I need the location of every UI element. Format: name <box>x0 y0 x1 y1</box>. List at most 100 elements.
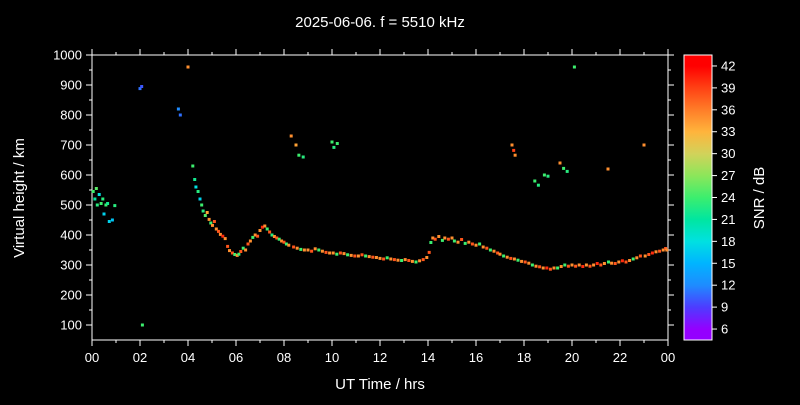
data-point <box>233 253 237 256</box>
data-point <box>367 255 371 259</box>
data-point <box>496 251 500 255</box>
data-point <box>460 238 464 241</box>
data-point <box>541 266 545 270</box>
x-tick-label: 00 <box>85 350 99 365</box>
x-tick-label: 14 <box>421 350 435 365</box>
data-point <box>658 249 662 253</box>
data-point <box>425 256 429 259</box>
data-point <box>228 249 232 253</box>
data-point <box>216 229 220 233</box>
data-point <box>328 251 332 255</box>
data-point <box>638 254 642 258</box>
data-point <box>106 202 110 205</box>
data-point <box>523 260 527 264</box>
data-point <box>565 169 569 173</box>
data-point <box>335 142 339 145</box>
data-point <box>643 254 647 258</box>
y-tick-label: 700 <box>60 138 82 153</box>
data-point <box>364 254 368 258</box>
data-point <box>280 239 284 243</box>
data-point <box>198 197 202 201</box>
data-point <box>260 225 264 229</box>
scatter-points <box>91 65 669 327</box>
data-point <box>306 248 310 252</box>
data-point <box>193 178 197 181</box>
data-point <box>93 197 97 201</box>
data-point <box>617 260 621 264</box>
data-point <box>338 251 342 255</box>
data-point <box>467 240 471 244</box>
colorbar-tick-label: 6 <box>721 322 728 337</box>
data-point <box>492 249 496 253</box>
data-point <box>631 257 635 261</box>
data-point <box>201 209 205 213</box>
x-tick-label: 16 <box>469 350 483 365</box>
data-point <box>509 256 513 260</box>
x-tick-label: 22 <box>613 350 627 365</box>
data-point <box>505 255 509 259</box>
colorbar-tick-label: 27 <box>721 168 735 183</box>
colorbar-tick-label: 9 <box>721 300 728 315</box>
data-point <box>253 233 257 237</box>
data-point <box>389 257 393 261</box>
data-point <box>421 258 425 262</box>
data-point <box>382 257 386 261</box>
data-point <box>210 223 214 227</box>
data-point <box>235 253 239 257</box>
data-point <box>470 242 474 246</box>
data-point <box>563 263 567 267</box>
data-point <box>287 243 291 247</box>
data-point <box>113 204 117 208</box>
data-point <box>661 248 665 252</box>
data-point <box>272 235 276 238</box>
data-point <box>584 263 588 267</box>
data-point <box>241 246 245 250</box>
data-point <box>546 174 550 178</box>
data-point <box>478 242 482 246</box>
data-point <box>481 245 485 249</box>
data-point <box>275 236 279 240</box>
y-tick-label: 300 <box>60 258 82 273</box>
y-tick-label: 1000 <box>53 48 82 63</box>
data-point <box>572 65 576 69</box>
x-tick-label: 12 <box>373 350 387 365</box>
data-point <box>624 260 628 264</box>
data-point <box>548 267 552 271</box>
data-point <box>592 263 596 267</box>
data-point <box>295 246 299 250</box>
data-point <box>545 266 549 270</box>
data-point <box>299 247 303 251</box>
data-point <box>196 190 200 193</box>
data-point <box>191 164 195 168</box>
colorbar-tick-label: 18 <box>721 234 735 249</box>
data-point <box>414 260 418 264</box>
data-point <box>97 193 101 196</box>
data-point <box>101 197 105 201</box>
data-point <box>200 203 204 207</box>
data-point <box>536 183 540 187</box>
data-point <box>282 240 286 244</box>
data-point <box>516 258 520 262</box>
data-point <box>513 153 517 157</box>
y-axis-label: Virtual height / km <box>11 138 28 258</box>
data-point <box>246 242 250 246</box>
data-point <box>212 220 216 223</box>
data-point <box>102 212 106 216</box>
data-point <box>203 214 207 217</box>
data-point <box>450 236 454 240</box>
data-point <box>263 224 267 228</box>
data-point <box>371 255 375 259</box>
data-point <box>570 263 574 267</box>
data-point <box>456 240 460 244</box>
data-point <box>292 245 296 249</box>
data-point <box>400 259 404 262</box>
data-point <box>606 167 610 171</box>
x-tick-label: 20 <box>565 350 579 365</box>
colorbar-tick-label: 39 <box>721 80 735 95</box>
data-point <box>556 266 560 270</box>
data-point <box>138 87 142 91</box>
data-point <box>221 234 225 238</box>
colorbar-tick-label: 15 <box>721 256 735 271</box>
